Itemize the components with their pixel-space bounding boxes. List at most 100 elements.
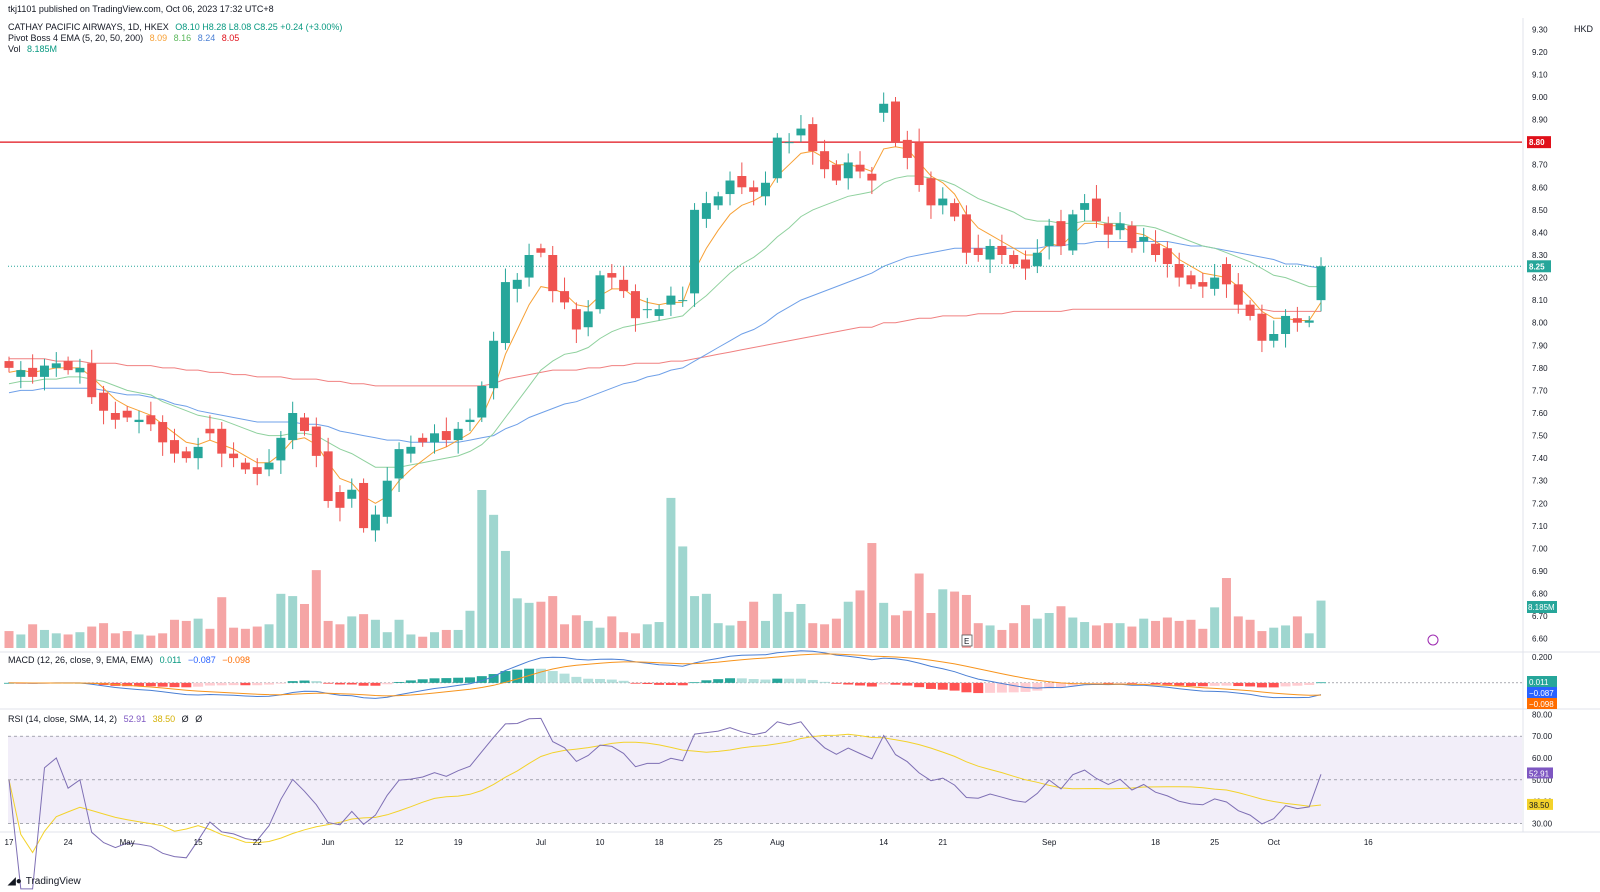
candle-body [430, 433, 440, 443]
time-tick-label: 15 [194, 838, 203, 847]
symbol-legend[interactable]: CATHAY PACIFIC AIRWAYS, 1D, HKEX O8.10 H… [8, 22, 346, 32]
candle-body [1151, 243, 1161, 255]
macd-histogram-bar [713, 679, 724, 683]
symbol-name: CATHAY PACIFIC AIRWAYS, 1D, HKEX [8, 22, 169, 32]
candle-body [619, 279, 629, 292]
candle-body [808, 124, 818, 152]
volume-bar [1044, 613, 1054, 648]
volume-bar [1269, 627, 1279, 648]
ema-legend[interactable]: Pivot Boss 4 EMA (5, 20, 50, 200) 8.09 8… [8, 33, 243, 43]
candle-body [926, 178, 936, 206]
macd-histogram-bar [394, 681, 405, 683]
volume-bar [855, 590, 865, 648]
macd-histogram-bar [405, 680, 416, 683]
time-tick-label: Oct [1268, 838, 1281, 847]
volume-bar [1021, 605, 1031, 648]
price-tick-label: 7.20 [1532, 499, 1548, 508]
macd-histogram-bar [252, 682, 263, 686]
macd-legend[interactable]: MACD (12, 26, close, 9, EMA, EMA) 0.011 … [8, 655, 254, 665]
macd-histogram-bar [559, 673, 570, 683]
macd-histogram-bar [500, 671, 511, 683]
volume-legend[interactable]: Vol 8.185M [8, 44, 61, 54]
macd-histogram-bar [1292, 682, 1303, 686]
candle-body [63, 361, 73, 371]
time-tick-label: 25 [714, 838, 723, 847]
macd-histogram-bar [228, 682, 239, 686]
candle-body [122, 410, 132, 418]
macd-histogram-bar [985, 682, 996, 693]
candle-body [359, 482, 369, 529]
time-tick-label: 18 [1151, 838, 1160, 847]
time-tick-label: 12 [395, 838, 404, 847]
candle-body [1210, 277, 1220, 289]
volume-bar [1221, 578, 1231, 648]
rsi-ma-value-tag [1527, 798, 1553, 810]
ema200-value: 8.05 [221, 33, 240, 43]
candle-body [193, 446, 203, 459]
macd-histogram-bar [1008, 682, 1019, 693]
candle-body [796, 128, 806, 136]
volume-bar [583, 620, 593, 648]
macd-histogram-bar [193, 682, 204, 687]
macd-histogram-bar [1091, 682, 1102, 684]
volume-value-label: 8.185M [1528, 603, 1555, 612]
macd-histogram-bar [1055, 682, 1066, 688]
macd-value-label: 0.011 [1529, 678, 1549, 687]
candle-body [737, 176, 747, 188]
rsi-empty-1: Ø [181, 714, 189, 724]
price-tick-label: 6.90 [1532, 567, 1548, 576]
candle-body [997, 245, 1007, 255]
candle-body [229, 453, 239, 459]
volume-bar [548, 596, 558, 648]
candle-body [1080, 203, 1090, 210]
volume-bar [1139, 618, 1149, 648]
time-tick-label: 22 [253, 838, 262, 847]
volume-bar [973, 623, 983, 648]
candle-body [205, 428, 215, 434]
time-tick-label: Jul [536, 838, 546, 847]
macd-line-value: −0.087 [187, 655, 216, 665]
price-tick-label: 6.80 [1532, 590, 1548, 599]
macd-histogram-bar [275, 682, 286, 684]
volume-bar [678, 546, 688, 648]
candle-body [28, 367, 38, 377]
candle-body [749, 187, 759, 192]
rsi-legend[interactable]: RSI (14, close, SMA, 14, 2) 52.91 38.50 … [8, 714, 206, 724]
candle-body [938, 198, 948, 206]
candle-body [441, 431, 451, 441]
volume-bar [193, 618, 203, 648]
candle-body [500, 282, 510, 344]
macd-value-tag [1527, 687, 1557, 698]
macd-histogram-bar [358, 682, 369, 686]
volume-bar [1281, 625, 1291, 648]
candle-body [240, 462, 250, 470]
price-tick-label: 6.70 [1532, 612, 1548, 621]
macd-histogram-bar [571, 676, 582, 683]
time-tick-label: Sep [1042, 838, 1057, 847]
macd-histogram-bar [1209, 682, 1220, 686]
rsi-ma-value-label: 38.50 [1529, 801, 1550, 810]
candle-body [595, 275, 605, 310]
time-tick-label: Aug [770, 838, 784, 847]
candle-body [1032, 252, 1042, 267]
volume-bar [169, 619, 179, 648]
candle-body [1139, 236, 1149, 242]
time-tick-label: 24 [64, 838, 73, 847]
time-tick-label: 25 [1210, 838, 1219, 847]
rsi-tick-label: 30.00 [1532, 819, 1553, 828]
candle-body [370, 514, 380, 531]
dividend-marker-icon [1427, 634, 1439, 646]
price-tick-label: 8.60 [1532, 183, 1548, 192]
macd-histogram-bar [807, 679, 818, 683]
candle-body [335, 492, 345, 508]
price-tick-label: 7.80 [1532, 364, 1548, 373]
volume-bar [737, 620, 747, 648]
macd-histogram-bar [1067, 682, 1078, 686]
tradingview-logo[interactable]: ◢● TradingView [8, 876, 81, 887]
macd-histogram-bar [323, 682, 334, 684]
volume-bar [359, 614, 369, 648]
macd-histogram-bar [145, 682, 156, 687]
volume-bar [867, 543, 877, 648]
macd-value-tag [1527, 676, 1557, 687]
